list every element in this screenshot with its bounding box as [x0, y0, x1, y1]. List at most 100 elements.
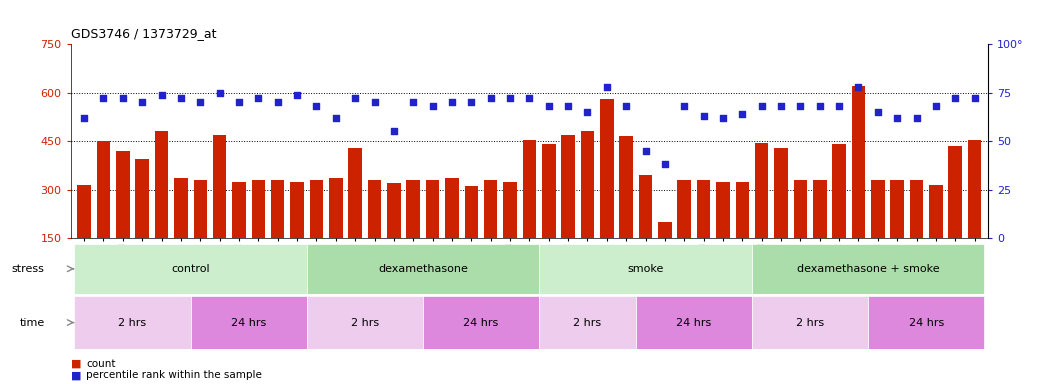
- Bar: [155, 131, 168, 286]
- Bar: [542, 144, 555, 286]
- Text: ■: ■: [71, 359, 81, 369]
- Bar: [909, 180, 924, 286]
- Bar: [307, 244, 539, 294]
- Text: 24 hrs: 24 hrs: [463, 318, 498, 328]
- Point: [463, 99, 480, 105]
- Bar: [929, 185, 943, 286]
- Text: time: time: [20, 318, 45, 328]
- Bar: [658, 222, 672, 286]
- Point: [889, 115, 905, 121]
- Point: [792, 103, 809, 109]
- Bar: [135, 159, 149, 286]
- Point: [270, 99, 286, 105]
- Bar: [193, 180, 207, 286]
- Point: [483, 95, 499, 101]
- Bar: [484, 180, 497, 286]
- Bar: [562, 135, 575, 286]
- Text: 2 hrs: 2 hrs: [796, 318, 824, 328]
- Point: [95, 95, 112, 101]
- Bar: [387, 183, 401, 286]
- Point: [134, 99, 151, 105]
- Text: 24 hrs: 24 hrs: [677, 318, 712, 328]
- Bar: [522, 139, 537, 286]
- Bar: [445, 178, 459, 286]
- Point: [230, 99, 247, 105]
- Bar: [580, 131, 594, 286]
- Point: [328, 115, 345, 121]
- Bar: [891, 180, 904, 286]
- Point: [289, 91, 305, 98]
- Point: [154, 91, 170, 98]
- Point: [772, 103, 789, 109]
- Point: [405, 99, 421, 105]
- Bar: [307, 296, 422, 349]
- Point: [385, 128, 402, 134]
- Point: [579, 109, 596, 115]
- Bar: [736, 182, 749, 286]
- Bar: [349, 147, 362, 286]
- Point: [850, 84, 867, 90]
- Bar: [191, 296, 307, 349]
- Point: [947, 95, 963, 101]
- Point: [443, 99, 460, 105]
- Point: [754, 103, 770, 109]
- Point: [425, 103, 441, 109]
- Bar: [75, 244, 307, 294]
- Point: [559, 103, 576, 109]
- Bar: [75, 296, 191, 349]
- Bar: [116, 151, 130, 286]
- Bar: [716, 182, 730, 286]
- Bar: [752, 244, 984, 294]
- Point: [637, 148, 654, 154]
- Point: [928, 103, 945, 109]
- Point: [501, 95, 518, 101]
- Text: control: control: [171, 264, 210, 274]
- Point: [830, 103, 847, 109]
- Point: [192, 99, 209, 105]
- Point: [114, 95, 131, 101]
- Point: [870, 109, 886, 115]
- Point: [908, 115, 925, 121]
- Bar: [949, 146, 962, 286]
- Text: dexamethasone + smoke: dexamethasone + smoke: [797, 264, 939, 274]
- Bar: [233, 182, 246, 286]
- Bar: [832, 144, 846, 286]
- Bar: [309, 180, 323, 286]
- Bar: [271, 180, 284, 286]
- Bar: [422, 296, 539, 349]
- Bar: [967, 139, 981, 286]
- Bar: [752, 296, 868, 349]
- Bar: [600, 99, 613, 286]
- Text: 2 hrs: 2 hrs: [573, 318, 601, 328]
- Point: [366, 99, 383, 105]
- Bar: [539, 244, 752, 294]
- Bar: [291, 182, 304, 286]
- Text: 2 hrs: 2 hrs: [118, 318, 146, 328]
- Text: 24 hrs: 24 hrs: [908, 318, 944, 328]
- Bar: [78, 185, 91, 286]
- Text: ■: ■: [71, 370, 81, 380]
- Bar: [696, 180, 710, 286]
- Point: [734, 111, 750, 117]
- Point: [212, 89, 228, 96]
- Point: [714, 115, 731, 121]
- Bar: [174, 178, 188, 286]
- Bar: [426, 180, 439, 286]
- Point: [172, 95, 189, 101]
- Bar: [636, 296, 752, 349]
- Text: dexamethasone: dexamethasone: [378, 264, 468, 274]
- Point: [812, 103, 828, 109]
- Bar: [97, 141, 110, 286]
- Point: [250, 95, 267, 101]
- Bar: [503, 182, 517, 286]
- Bar: [871, 180, 884, 286]
- Bar: [813, 180, 826, 286]
- Text: count: count: [86, 359, 115, 369]
- Point: [695, 113, 712, 119]
- Text: percentile rank within the sample: percentile rank within the sample: [86, 370, 262, 380]
- Point: [541, 103, 557, 109]
- Bar: [868, 296, 984, 349]
- Bar: [774, 147, 788, 286]
- Point: [599, 84, 616, 90]
- Text: 24 hrs: 24 hrs: [231, 318, 267, 328]
